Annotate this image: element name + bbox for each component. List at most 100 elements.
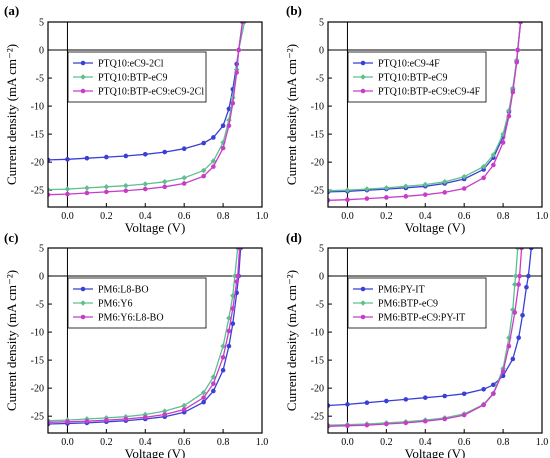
data-point	[461, 412, 467, 418]
legend-entry: PM6:PY-IT	[378, 285, 425, 296]
data-point	[422, 192, 428, 197]
plot-frame	[47, 247, 263, 434]
series-0	[48, 248, 243, 427]
data-point	[511, 281, 518, 288]
data-point	[230, 321, 236, 326]
legend-entry: PTQ10:BTP-eC9	[98, 73, 167, 84]
data-point	[48, 186, 51, 193]
data-point	[142, 181, 149, 187]
x-tick-label: 0.2	[380, 211, 393, 222]
data-point	[181, 402, 187, 409]
series-1	[48, 22, 248, 193]
data-point	[506, 343, 512, 349]
data-point	[220, 123, 226, 129]
legend-entry: PM6:BTP-eC9	[378, 299, 438, 310]
y-tick-label: 0	[319, 46, 324, 57]
data-point	[84, 190, 90, 196]
panel-label: (a)	[4, 3, 19, 18]
data-point	[345, 423, 350, 429]
data-point	[345, 402, 350, 407]
x-tick-label: 0.8	[497, 211, 510, 222]
data-point	[65, 157, 70, 162]
y-tick-label: -5	[316, 74, 324, 85]
data-point	[514, 248, 521, 251]
data-point	[403, 420, 409, 426]
y-tick-label: -20	[311, 384, 324, 395]
y-tick-label: 5	[39, 18, 44, 29]
data-point	[422, 181, 429, 188]
data-point	[211, 388, 216, 394]
panel-label: (b)	[286, 3, 302, 18]
data-point	[441, 178, 448, 185]
x-tick-label: 0.0	[341, 437, 354, 448]
y-tick-label: 0	[39, 272, 44, 283]
series-2	[328, 248, 524, 429]
y-tick-label: -5	[316, 300, 324, 311]
data-point	[181, 407, 187, 412]
data-point	[461, 186, 467, 191]
y-tick-label: -5	[36, 74, 44, 85]
y-tick-label: -5	[36, 300, 44, 311]
data-point	[384, 421, 389, 427]
data-point	[490, 152, 497, 158]
legend-entry: PTQ10:eC9-4F	[378, 59, 440, 70]
y-axis-label: Current density (mA cm⁻²)	[4, 270, 19, 411]
data-point	[481, 386, 486, 392]
x-axis-label: Voltage (V)	[125, 220, 186, 235]
data-point	[500, 140, 506, 145]
data-point	[524, 284, 529, 290]
x-tick-label: 0.6	[178, 211, 191, 222]
legend-marker	[360, 314, 366, 320]
y-tick-label: -15	[31, 130, 44, 141]
data-point	[491, 162, 496, 168]
data-point	[201, 140, 206, 146]
legend-marker	[80, 286, 86, 292]
y-tick-label: -20	[311, 158, 324, 169]
legend-entry: PM6:Y6	[98, 299, 132, 310]
plot-frame	[327, 21, 543, 208]
x-tick-label: 1.0	[536, 437, 549, 448]
data-point	[162, 412, 168, 417]
series-line	[328, 248, 519, 426]
data-point	[84, 185, 90, 191]
series-2	[48, 22, 245, 197]
data-point	[123, 416, 129, 422]
data-point	[506, 113, 512, 119]
data-point	[422, 395, 428, 400]
data-point	[403, 397, 409, 402]
data-point	[65, 191, 70, 197]
data-point	[235, 273, 240, 279]
data-point	[516, 335, 521, 340]
legend-marker	[80, 74, 86, 80]
y-tick-label: -20	[31, 384, 44, 395]
data-point	[123, 188, 129, 194]
data-point	[344, 187, 351, 193]
y-tick-label: 5	[319, 18, 324, 29]
legend-marker	[360, 286, 366, 292]
data-point	[200, 389, 207, 396]
data-point	[384, 195, 389, 200]
y-tick-label: 5	[39, 244, 44, 255]
x-axis-label: Voltage (V)	[405, 220, 466, 235]
y-tick-label: -10	[311, 328, 324, 339]
legend-marker	[80, 88, 86, 94]
x-axis-label: Voltage (V)	[405, 446, 466, 458]
x-tick-label: 0.4	[419, 437, 432, 448]
x-tick-label: 0.8	[217, 211, 230, 222]
y-tick-label: -15	[31, 356, 44, 367]
series-0	[48, 22, 245, 163]
series-2	[328, 22, 523, 203]
x-tick-label: 1.0	[256, 437, 269, 448]
data-point	[104, 189, 109, 195]
data-point	[226, 343, 232, 349]
data-point	[161, 178, 168, 185]
data-point	[234, 70, 240, 75]
x-tick-label: 0.0	[341, 211, 354, 222]
data-point	[512, 310, 518, 315]
y-tick-label: -20	[31, 158, 44, 169]
series-0	[328, 248, 534, 408]
data-point	[515, 47, 520, 53]
data-point	[526, 273, 531, 279]
data-point	[230, 306, 236, 311]
